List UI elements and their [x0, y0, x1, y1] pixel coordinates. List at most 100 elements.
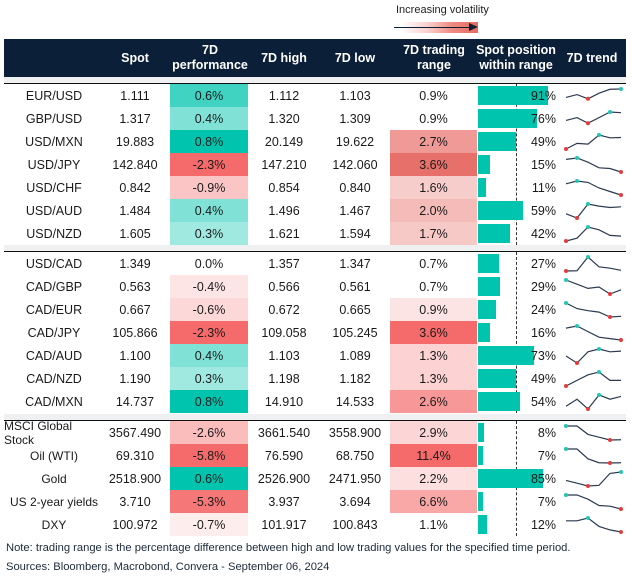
- trend-sparkline: [565, 470, 623, 488]
- position-value: 49%: [530, 134, 556, 149]
- perf-value: 0.4%: [170, 344, 248, 367]
- spot-value: 0.563: [119, 279, 151, 294]
- trend-sparkline: [565, 202, 622, 220]
- pair-label: CAD/NZD: [26, 371, 82, 386]
- spot-value: 1.605: [119, 226, 151, 241]
- trend-max-marker: [575, 324, 579, 328]
- high-value: 1.103: [268, 348, 300, 363]
- sources: Sources: Bloomberg, Macrobond, Convera -…: [6, 561, 330, 573]
- spot-value: 1.111: [120, 88, 150, 103]
- group-separator: [4, 245, 626, 251]
- trend-sparkline: [565, 110, 622, 126]
- position-value: 85%: [530, 471, 556, 486]
- position-bar: [478, 86, 549, 105]
- header-position: Spot position within range: [476, 43, 556, 72]
- position-bar: [478, 201, 524, 220]
- spot-value: 0.842: [119, 180, 151, 195]
- position-bar: [478, 392, 520, 411]
- group-separator: [4, 414, 626, 420]
- low-value: 1.594: [339, 226, 371, 241]
- perf-value: 0.6%: [170, 467, 248, 490]
- trend-line: [565, 471, 622, 487]
- pair-label: USD/CHF: [26, 180, 82, 195]
- perf-value: -5.8%: [170, 444, 248, 467]
- low-value: 105.245: [332, 325, 378, 340]
- trend-max-marker: [575, 179, 579, 183]
- table-row: CAD/EUR 0.667 -0.6% 0.672 0.665 0.9% 24%: [4, 298, 626, 321]
- trend-line: [565, 203, 622, 219]
- trend-min-marker: [575, 216, 579, 220]
- spot-value: 69.310: [115, 448, 155, 463]
- trend-line: [566, 517, 622, 533]
- position-value: 42%: [530, 226, 556, 241]
- header-trend: 7D trend: [566, 50, 618, 65]
- group-rule: [4, 82, 626, 84]
- table-row: Oil (WTI) 69.310 -5.8% 76.590 68.750 11.4% 7%: [4, 444, 626, 467]
- trend-sparkline: [564, 278, 622, 296]
- table-row: EUR/USD 1.111 0.6% 1.112 1.103 0.9% 91%: [4, 84, 626, 107]
- perf-value: 0.8%: [170, 390, 248, 413]
- trend-max-marker: [564, 447, 568, 451]
- position-bar: [478, 277, 501, 296]
- position-value: 54%: [530, 394, 556, 409]
- position-bar: [478, 423, 485, 442]
- position-bar: [478, 155, 490, 174]
- position-value: 91%: [530, 88, 556, 103]
- high-value: 20.149: [264, 134, 304, 149]
- position-value: 59%: [530, 203, 556, 218]
- group-separator: [4, 77, 626, 83]
- pair-label: USD/AUD: [25, 203, 83, 218]
- range-value: 1.3%: [390, 367, 477, 390]
- low-value: 1.089: [339, 348, 371, 363]
- trend-min-marker: [619, 193, 623, 197]
- high-value: 0.566: [268, 279, 300, 294]
- low-value: 19.622: [335, 134, 375, 149]
- trend-max-marker: [586, 516, 590, 520]
- range-value: 3.6%: [390, 321, 477, 344]
- perf-value: -0.4%: [170, 275, 248, 298]
- header-high: 7D high: [261, 50, 307, 65]
- spot-value: 3.710: [119, 494, 151, 509]
- spot-value: 1.100: [119, 348, 151, 363]
- trend-line: [565, 180, 622, 196]
- footnote: Note: trading range is the percentage di…: [6, 542, 571, 554]
- pair-label: CAD/GBP: [25, 279, 83, 294]
- range-value: 0.7%: [419, 279, 448, 294]
- position-value: 7%: [537, 494, 556, 509]
- perf-value: 0.8%: [170, 130, 248, 153]
- high-value: 1.112: [268, 88, 300, 103]
- trend-max-marker: [597, 347, 601, 351]
- trend-max-marker: [586, 202, 590, 206]
- perf-value: -2.3%: [170, 321, 248, 344]
- table-row: GBP/USD 1.317 0.4% 1.320 1.309 0.9% 76%: [4, 107, 626, 130]
- trend-min-marker: [619, 170, 623, 174]
- position-bar: [478, 109, 537, 128]
- trend-line: [565, 371, 621, 387]
- trend-sparkline: [565, 156, 623, 174]
- group-rule: [4, 250, 626, 252]
- trend-sparkline: [565, 179, 623, 197]
- trend-min-marker: [586, 121, 590, 126]
- range-value: 1.3%: [390, 344, 477, 367]
- table-row: DXY 100.972 -0.7% 101.917 100.843 1.1% 12%: [4, 513, 626, 536]
- pair-label: USD/JPY: [27, 157, 81, 172]
- low-value: 1.347: [339, 256, 371, 271]
- position-value: 11%: [531, 180, 556, 195]
- pair-label: USD/NZD: [26, 226, 82, 241]
- trend-max-marker: [564, 278, 568, 282]
- low-value: 100.843: [332, 517, 378, 532]
- trend-min-marker: [619, 338, 623, 342]
- high-value: 3661.540: [257, 425, 311, 440]
- high-value: 109.058: [261, 325, 307, 340]
- table-row: Gold 2518.900 0.6% 2526.900 2471.950 2.2% 85%: [4, 467, 626, 490]
- position-bar: [478, 369, 516, 388]
- table-row: CAD/JPY 105.866 -2.3% 109.058 105.245 3.6% 16%: [4, 321, 626, 344]
- position-value: 73%: [530, 348, 556, 363]
- trend-min-marker: [619, 507, 623, 511]
- trend-sparkline: [564, 255, 622, 273]
- trend-sparkline: [564, 447, 622, 465]
- trend-line: [566, 494, 622, 510]
- range-value: 11.4%: [390, 444, 477, 467]
- pair-label: CAD/EUR: [25, 302, 83, 317]
- pair-label: Gold: [41, 471, 67, 486]
